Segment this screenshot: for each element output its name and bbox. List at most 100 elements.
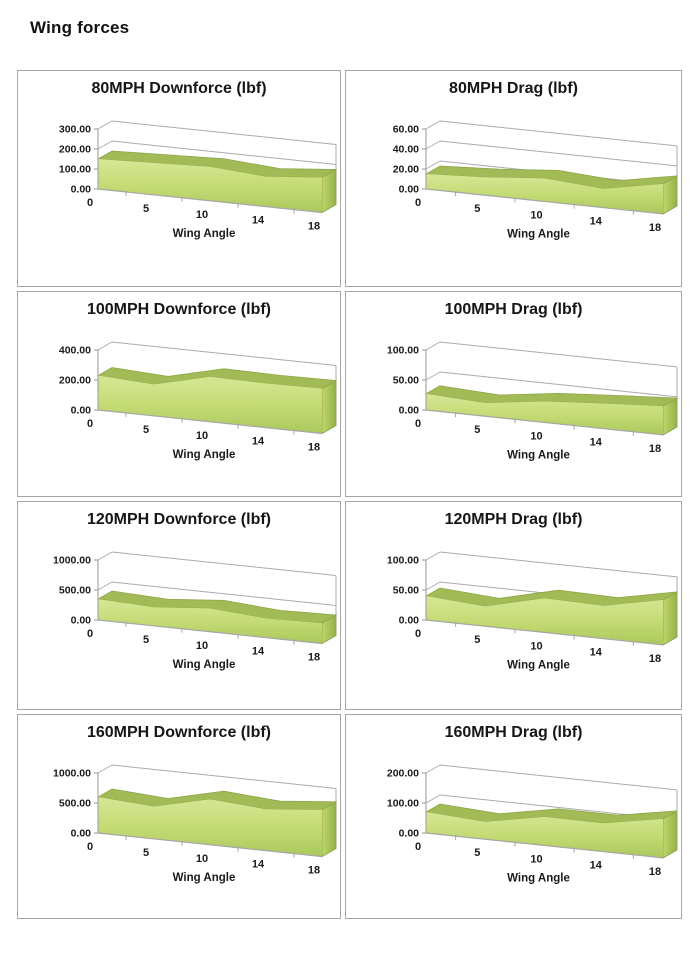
- back-wall-gridline: [439, 371, 678, 398]
- area-side: [321, 379, 337, 435]
- chart-title: 100MPH Drag (lbf): [444, 301, 583, 318]
- area-front: [426, 596, 663, 645]
- x-tick-label: 14: [252, 436, 265, 448]
- x-tick-label: 10: [196, 640, 208, 652]
- chart-canvas: 0.00 100.00 200.00 0 5 10 14 18 Wing Angle: [387, 764, 678, 884]
- chart-100mph-drag: 100MPH Drag (lbf) 0.00 50.00 100.00 0 5 10 14 1…: [345, 291, 682, 497]
- x-tick-label: 0: [415, 418, 421, 430]
- x-axis-title: Wing Angle: [507, 659, 570, 671]
- x-tick-label: 10: [530, 430, 542, 442]
- wall-connector: [97, 551, 113, 561]
- x-axis-title: Wing Angle: [507, 228, 570, 240]
- value-tick-label: 50.00: [393, 375, 419, 387]
- x-tick-label: 10: [196, 209, 208, 221]
- category-axis: [97, 619, 323, 645]
- x-tick-label: 10: [196, 853, 208, 865]
- x-tick-label: 0: [415, 841, 421, 853]
- back-wall-gridline: [439, 341, 678, 368]
- back-wall-gridline: [111, 120, 337, 145]
- wall-connector: [425, 371, 441, 381]
- area-front: [426, 393, 663, 435]
- x-tick-label: 5: [143, 424, 149, 436]
- wall-connector: [425, 581, 441, 591]
- chart-title: 120MPH Drag (lbf): [444, 511, 583, 528]
- back-wall-gridline: [439, 120, 678, 147]
- x-tick-label: 18: [649, 222, 661, 234]
- x-tick-label: 5: [474, 847, 480, 859]
- chart-canvas: 0.00 100.00 200.00 300.00 0 5 10 14 18 Wing Angle: [59, 120, 338, 240]
- x-axis-title: Wing Angle: [507, 449, 570, 461]
- x-tick-label: 5: [143, 634, 149, 646]
- x-tick-label: 18: [649, 866, 661, 878]
- chart-canvas: 0.00 500.00 1000.00 0 5 10 14 18 Wing Angle: [53, 551, 338, 671]
- value-tick-label: 40.00: [393, 144, 419, 156]
- chart-160mph-downforce: 160MPH Downforce (lbf) 0.00 500.00 1000.00…: [17, 714, 341, 919]
- x-tick-label: 5: [474, 203, 480, 215]
- back-wall-gridline: [111, 551, 337, 576]
- value-tick-label: 0.00: [399, 615, 420, 627]
- x-tick-label: 10: [196, 430, 208, 442]
- category-axis: [97, 188, 323, 214]
- x-tick-label: 14: [590, 437, 603, 449]
- value-tick-label: 0.00: [399, 184, 420, 196]
- wall-connector: [425, 551, 441, 561]
- x-tick-label: 10: [530, 640, 542, 652]
- back-wall-gridline: [439, 140, 678, 167]
- chart-title: 160MPH Downforce (lbf): [86, 724, 271, 741]
- value-tick-label: 1000.00: [53, 555, 91, 567]
- x-tick-label: 0: [415, 628, 421, 640]
- x-axis-title: Wing Angle: [173, 449, 236, 461]
- x-tick-label: 18: [308, 221, 320, 233]
- x-tick-label: 10: [530, 853, 542, 865]
- x-tick-label: 0: [87, 197, 93, 209]
- area-front: [98, 375, 322, 434]
- value-tick-label: 200.00: [59, 144, 91, 156]
- category-axis: [97, 832, 323, 858]
- value-tick-label: 1000.00: [53, 768, 91, 780]
- page-title: Wing forces: [30, 18, 130, 37]
- chart-80mph-downforce: 80MPH Downforce (lbf) 0.00 100.00 200.00 30…: [17, 70, 341, 287]
- wall-connector: [97, 120, 113, 130]
- chart-canvas: 0.00 500.00 1000.00 0 5 10 14 18 Wing Angle: [53, 764, 338, 884]
- area-top: [96, 590, 338, 624]
- chart-title: 80MPH Drag (lbf): [449, 80, 578, 97]
- area-top: [96, 367, 338, 389]
- wall-connector: [97, 764, 113, 774]
- x-tick-label: 18: [649, 443, 661, 455]
- back-wall-gridline: [439, 764, 678, 791]
- wall-connector: [97, 581, 113, 591]
- value-tick-label: 100.00: [387, 555, 419, 567]
- value-tick-label: 50.00: [393, 585, 419, 597]
- chart-canvas: 0.00 200.00 400.00 0 5 10 14 18 Wing Angle: [59, 341, 338, 461]
- area-top: [424, 385, 679, 407]
- x-tick-label: 18: [649, 653, 661, 665]
- x-tick-label: 18: [308, 652, 320, 664]
- value-tick-label: 0.00: [399, 405, 420, 417]
- value-tick-label: 0.00: [71, 615, 92, 627]
- chart-80mph-drag: 80MPH Drag (lbf) 0.00 20.00 40.00 60.00 0 5 10…: [345, 70, 682, 287]
- area-side: [321, 801, 337, 858]
- chart-title: 100MPH Downforce (lbf): [86, 301, 271, 318]
- chart-canvas: 0.00 50.00 100.00 0 5 10 14 18 Wing Angle: [387, 551, 678, 671]
- wall-connector: [425, 160, 441, 170]
- wall-connector: [425, 120, 441, 130]
- value-tick-label: 500.00: [59, 585, 91, 597]
- category-axis: [97, 409, 323, 435]
- x-tick-label: 0: [415, 197, 421, 209]
- value-tick-label: 200.00: [59, 375, 91, 387]
- x-tick-label: 5: [143, 203, 149, 215]
- chart-canvas: 0.00 50.00 100.00 0 5 10 14 18 Wing Angle: [387, 341, 679, 461]
- x-axis-title: Wing Angle: [507, 872, 570, 884]
- category-axis: [425, 188, 664, 215]
- back-wall-gridline: [111, 581, 337, 606]
- area-front: [426, 174, 663, 214]
- value-tick-label: 0.00: [399, 828, 420, 840]
- x-tick-label: 14: [590, 860, 603, 872]
- area-side: [662, 591, 678, 646]
- category-axis: [425, 409, 664, 436]
- x-tick-label: 5: [474, 424, 480, 436]
- area-front: [98, 159, 322, 213]
- x-tick-label: 5: [474, 634, 480, 646]
- value-tick-label: 100.00: [387, 798, 419, 810]
- wall-connector: [425, 764, 441, 774]
